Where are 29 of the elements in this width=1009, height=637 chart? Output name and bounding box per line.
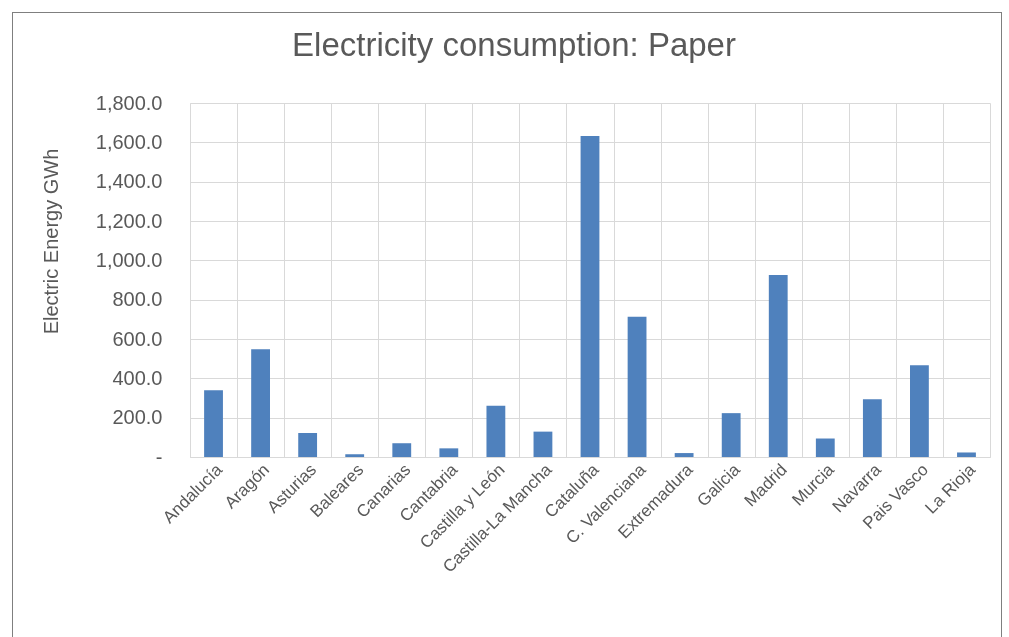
- bar: [580, 136, 600, 457]
- bar: [957, 452, 976, 457]
- y-tick-label: 800.0: [112, 288, 163, 311]
- bar: [533, 431, 553, 457]
- y-tick-label: 1,000.0: [95, 248, 163, 271]
- bar: [204, 390, 223, 457]
- bar: [674, 453, 694, 457]
- bar: [392, 443, 412, 457]
- y-tick-label: 1,800.0: [95, 91, 163, 114]
- chart-title: Electricity consumption: Paper: [292, 26, 736, 63]
- bar: [298, 433, 318, 457]
- y-tick-label: 200.0: [112, 406, 163, 429]
- bar: [251, 349, 270, 457]
- y-tick-label: 1,600.0: [95, 130, 163, 153]
- bar: [910, 365, 929, 457]
- bar: [439, 448, 459, 457]
- bar: [627, 316, 647, 457]
- y-tick-label: 1,200.0: [95, 209, 163, 232]
- bar: [345, 454, 365, 457]
- y-tick-label: 400.0: [112, 366, 163, 389]
- bar: [768, 275, 788, 457]
- bar: [486, 405, 506, 457]
- y-axis-title: Electric Energy GWh: [39, 148, 62, 335]
- y-tick-label: -: [155, 445, 163, 468]
- y-tick-label: 600.0: [112, 327, 163, 350]
- bar: [815, 438, 835, 457]
- bar: [721, 413, 741, 457]
- y-tick-label: 1,400.0: [95, 170, 163, 193]
- bar: [862, 399, 882, 457]
